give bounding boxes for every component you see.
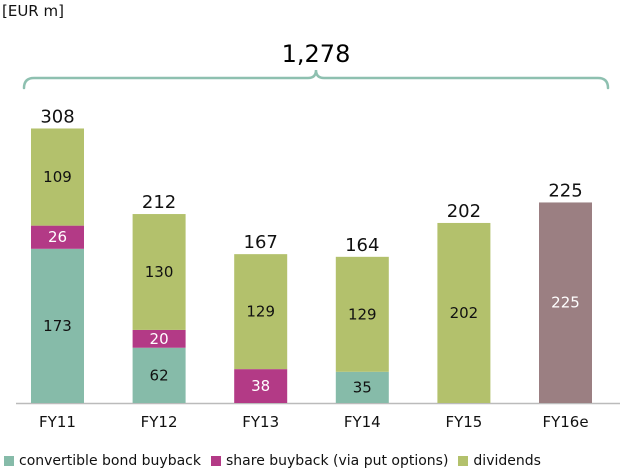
legend: convertible bond buyback share buyback (… [0, 450, 638, 472]
bar-value-label: 26 [48, 228, 67, 246]
legend-item-convertible: convertible bond buyback [4, 453, 201, 469]
legend-item-share-buyback: share buyback (via put options) [211, 453, 448, 469]
bar-value-label: 38 [251, 377, 270, 395]
x-tick-label: FY14 [344, 413, 381, 431]
bar-value-label: 173 [43, 317, 72, 335]
legend-swatch-convertible [4, 456, 14, 466]
bar-total-label: 164 [345, 235, 379, 256]
bar-segment-fy13-dividends [234, 254, 288, 370]
bar-value-label: 109 [43, 168, 72, 186]
bar-total-label: 202 [447, 201, 481, 222]
bar-segment-fy11-convertible-bond-buyback [31, 248, 84, 403]
legend-label-dividends: dividends [473, 453, 541, 469]
legend-label-convertible: convertible bond buyback [19, 453, 201, 469]
bar-total-label: 212 [142, 192, 176, 213]
total-brace [22, 69, 610, 90]
x-tick-label: FY15 [445, 413, 482, 431]
x-tick-label: FY12 [141, 413, 178, 431]
bar-segment-fy16e-total [539, 202, 592, 403]
bar-segment-fy11-dividends [31, 128, 84, 226]
legend-item-dividends: dividends [458, 453, 541, 469]
bar-segment-fy14-convertible-bond-buyback [335, 371, 389, 403]
bar-value-label: 62 [150, 366, 169, 384]
x-tick-label: FY16e [542, 413, 588, 431]
legend-swatch-share-buyback [211, 456, 221, 466]
bar-segment-fy12-convertible-bond-buyback [132, 347, 186, 403]
x-tick-label: FY13 [242, 413, 279, 431]
x-tick-label: FY11 [39, 413, 76, 431]
bar-total-label: 308 [40, 106, 74, 127]
bar-segment-fy14-dividends [335, 256, 389, 372]
bar-segment-fy13-share-buyback-via-put-options [234, 369, 288, 403]
bar-value-label: 129 [348, 305, 377, 323]
bar-total-label: 225 [548, 180, 582, 201]
legend-label-share-buyback: share buyback (via put options) [226, 453, 449, 469]
bar-value-label: 129 [246, 303, 275, 321]
bar-segment-fy12-dividends [132, 214, 186, 330]
bar-chart-plot: 1,278 173 26 109 308 FY11 62 20 130 212 FY12 38 129… [16, 40, 620, 431]
bar-value-label: 35 [353, 378, 372, 396]
bar-value-label: 202 [450, 304, 479, 322]
legend-swatch-dividends [458, 456, 469, 466]
total-label: 1,278 [282, 40, 351, 68]
bar-value-label: 225 [551, 294, 580, 312]
bar-value-label: 20 [150, 330, 169, 348]
bar-segment-fy11-share-buyback-via-put-options [31, 225, 84, 249]
bar-total-label: 167 [244, 232, 278, 253]
bar-value-label: 130 [145, 263, 174, 281]
bar-segment-fy12-share-buyback-via-put-options [132, 329, 186, 348]
bar-segment-fy15-dividends [437, 222, 491, 403]
unit-label: [EUR m] [2, 2, 64, 20]
